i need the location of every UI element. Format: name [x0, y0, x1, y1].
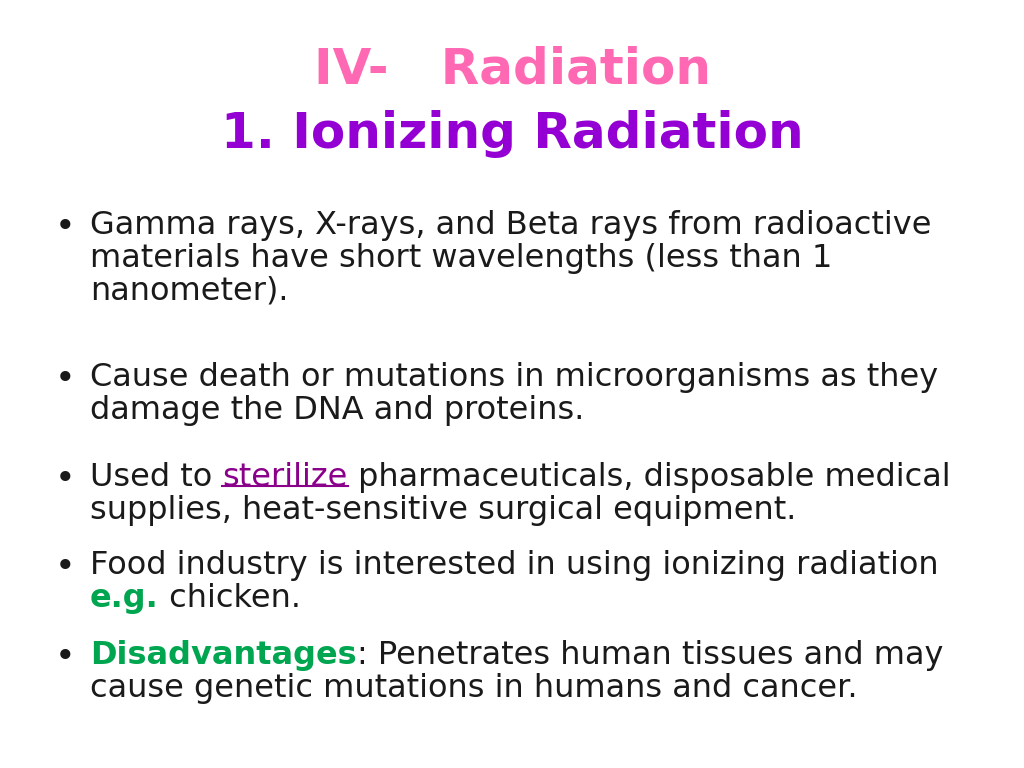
Text: IV-   Radiation: IV- Radiation: [313, 45, 711, 93]
Text: •: •: [55, 550, 76, 584]
Text: nanometer).: nanometer).: [90, 276, 289, 307]
Text: chicken.: chicken.: [159, 583, 301, 614]
Text: pharmaceuticals, disposable medical: pharmaceuticals, disposable medical: [348, 462, 950, 493]
Text: •: •: [55, 210, 76, 244]
Text: damage the DNA and proteins.: damage the DNA and proteins.: [90, 395, 585, 426]
Text: supplies, heat-sensitive surgical equipment.: supplies, heat-sensitive surgical equipm…: [90, 495, 797, 526]
Text: Cause death or mutations in microorganisms as they: Cause death or mutations in microorganis…: [90, 362, 938, 393]
Text: •: •: [55, 462, 76, 496]
Text: cause genetic mutations in humans and cancer.: cause genetic mutations in humans and ca…: [90, 673, 858, 704]
Text: Food industry is interested in using ionizing radiation: Food industry is interested in using ion…: [90, 550, 939, 581]
Text: •: •: [55, 640, 76, 674]
Text: 1. Ionizing Radiation: 1. Ionizing Radiation: [221, 110, 803, 158]
Text: e.g.: e.g.: [90, 583, 159, 614]
Text: Disadvantages: Disadvantages: [90, 640, 356, 671]
Text: •: •: [55, 362, 76, 396]
Text: sterilize: sterilize: [222, 462, 348, 493]
Text: : Penetrates human tissues and may: : Penetrates human tissues and may: [356, 640, 943, 671]
Text: Gamma rays, X-rays, and Beta rays from radioactive: Gamma rays, X-rays, and Beta rays from r…: [90, 210, 932, 241]
Text: materials have short wavelengths (less than 1: materials have short wavelengths (less t…: [90, 243, 833, 274]
Text: Used to: Used to: [90, 462, 222, 493]
